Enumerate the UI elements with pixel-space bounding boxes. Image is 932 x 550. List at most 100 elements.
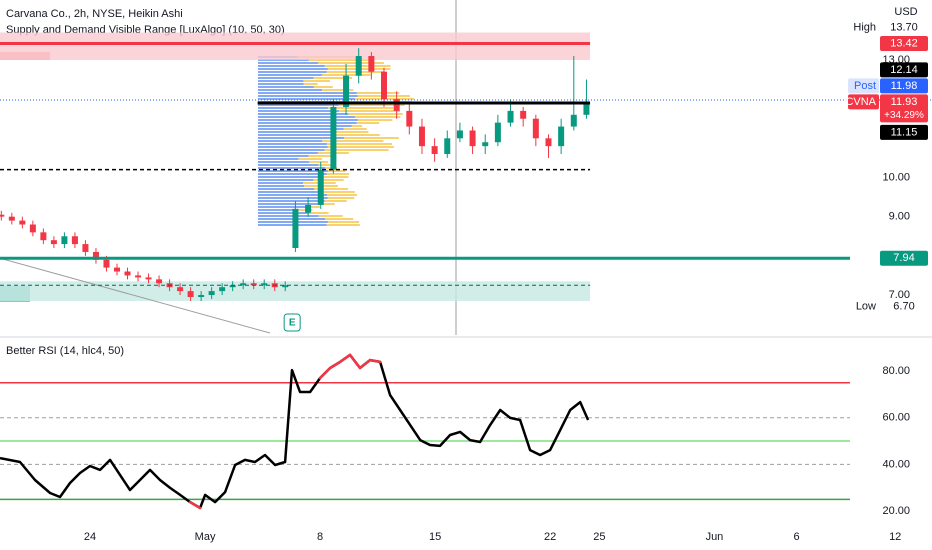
profile-bar — [258, 62, 319, 64]
price-tag-label: 13.70 — [890, 21, 918, 33]
profile-bar — [258, 122, 357, 124]
rsi-extreme — [358, 358, 372, 370]
candle-body — [330, 106, 337, 170]
profile-bar — [258, 185, 305, 187]
profile-bar — [318, 164, 332, 166]
rsi-y-tick-label: 60.00 — [882, 412, 910, 424]
profile-bar — [321, 176, 349, 178]
candle-body — [40, 232, 47, 241]
profile-bar — [258, 131, 334, 133]
profile-bar — [258, 206, 309, 208]
profile-bar — [258, 104, 339, 106]
profile-bar — [258, 80, 304, 82]
profile-bar — [351, 125, 363, 127]
candle-body — [292, 208, 299, 249]
x-tick-label: Jun — [706, 531, 724, 543]
profile-bar — [258, 134, 334, 136]
profile-bar — [258, 215, 319, 217]
profile-bar — [258, 140, 323, 142]
chart-title: Carvana Co., 2h, NYSE, Heikin Ashi — [6, 8, 183, 20]
candle-body — [381, 71, 388, 100]
profile-bar — [258, 119, 358, 121]
price-tag-change: +34.29% — [884, 110, 924, 121]
candle-body — [250, 283, 257, 286]
candle-body — [229, 285, 236, 288]
profile-bar — [258, 164, 319, 166]
profile-bar — [356, 92, 400, 94]
profile-bar — [258, 161, 310, 163]
profile-bar — [324, 200, 347, 202]
rsi-y-tick-label: 80.00 — [882, 365, 910, 377]
candle-body — [0, 214, 5, 217]
x-tick-label: 8 — [317, 531, 323, 543]
candle-body — [82, 244, 89, 252]
zone — [0, 281, 591, 301]
profile-bar — [258, 68, 328, 70]
candle-body — [532, 118, 539, 139]
price-tag — [880, 94, 928, 123]
x-tick-label: 25 — [593, 531, 605, 543]
profile-bar — [327, 146, 394, 148]
profile-bar — [328, 107, 394, 109]
price-tag-label: 11.15 — [891, 126, 918, 138]
profile-bar — [258, 83, 304, 85]
profile-bar — [258, 137, 345, 139]
profile-bar — [348, 113, 403, 115]
candle-body — [418, 126, 425, 147]
profile-bar — [258, 74, 322, 76]
price-tag-label: 13.42 — [890, 37, 918, 49]
candle-body — [570, 114, 577, 127]
price-tag — [880, 62, 928, 78]
profile-bar — [258, 194, 328, 196]
profile-bar — [309, 212, 329, 214]
x-tick-label: 24 — [84, 531, 96, 543]
profile-bar — [258, 167, 326, 169]
profile-bar — [258, 197, 328, 199]
candle-body — [135, 275, 142, 278]
price-tag — [880, 299, 928, 315]
profile-bar — [308, 155, 337, 157]
profile-bar — [258, 224, 327, 226]
price-tag-name: Low — [856, 301, 876, 313]
price-tag-label: 11.98 — [891, 80, 918, 92]
candle-body — [187, 291, 194, 297]
candle-body — [71, 236, 78, 245]
profile-bar — [303, 83, 318, 85]
profile-bar — [258, 218, 326, 220]
profile-bar — [258, 152, 318, 154]
profile-bar — [258, 179, 314, 181]
profile-bar — [317, 203, 335, 205]
price-tag-name: High — [853, 21, 876, 33]
profile-bar — [309, 161, 329, 163]
candle-body — [444, 138, 451, 154]
candle-body — [494, 122, 501, 143]
candle-body — [29, 224, 36, 233]
candle-body — [198, 295, 205, 297]
y-tick-label: 10.00 — [882, 171, 910, 183]
profile-bar — [314, 188, 349, 190]
profile-bar — [318, 62, 384, 64]
profile-bar — [357, 119, 393, 121]
candle-body — [92, 251, 99, 260]
candle-body — [507, 110, 514, 123]
profile-bar — [322, 191, 355, 193]
price-tag — [880, 35, 928, 51]
candle-body — [177, 287, 184, 292]
profile-bar — [308, 206, 320, 208]
profile-bar — [258, 86, 314, 88]
profile-bar — [313, 179, 344, 181]
price-tag — [880, 124, 928, 140]
profile-bar — [333, 134, 380, 136]
candle-body — [431, 146, 438, 154]
candle-body — [520, 110, 527, 119]
profile-bar — [327, 194, 358, 196]
profile-bar — [322, 89, 354, 91]
candle-body — [343, 75, 350, 107]
candle-body — [583, 101, 590, 115]
profile-bar — [326, 224, 360, 226]
profile-bar — [258, 65, 325, 67]
candle-body — [282, 285, 289, 288]
profile-bar — [258, 158, 299, 160]
price-tag-label: 7.94 — [893, 252, 914, 264]
